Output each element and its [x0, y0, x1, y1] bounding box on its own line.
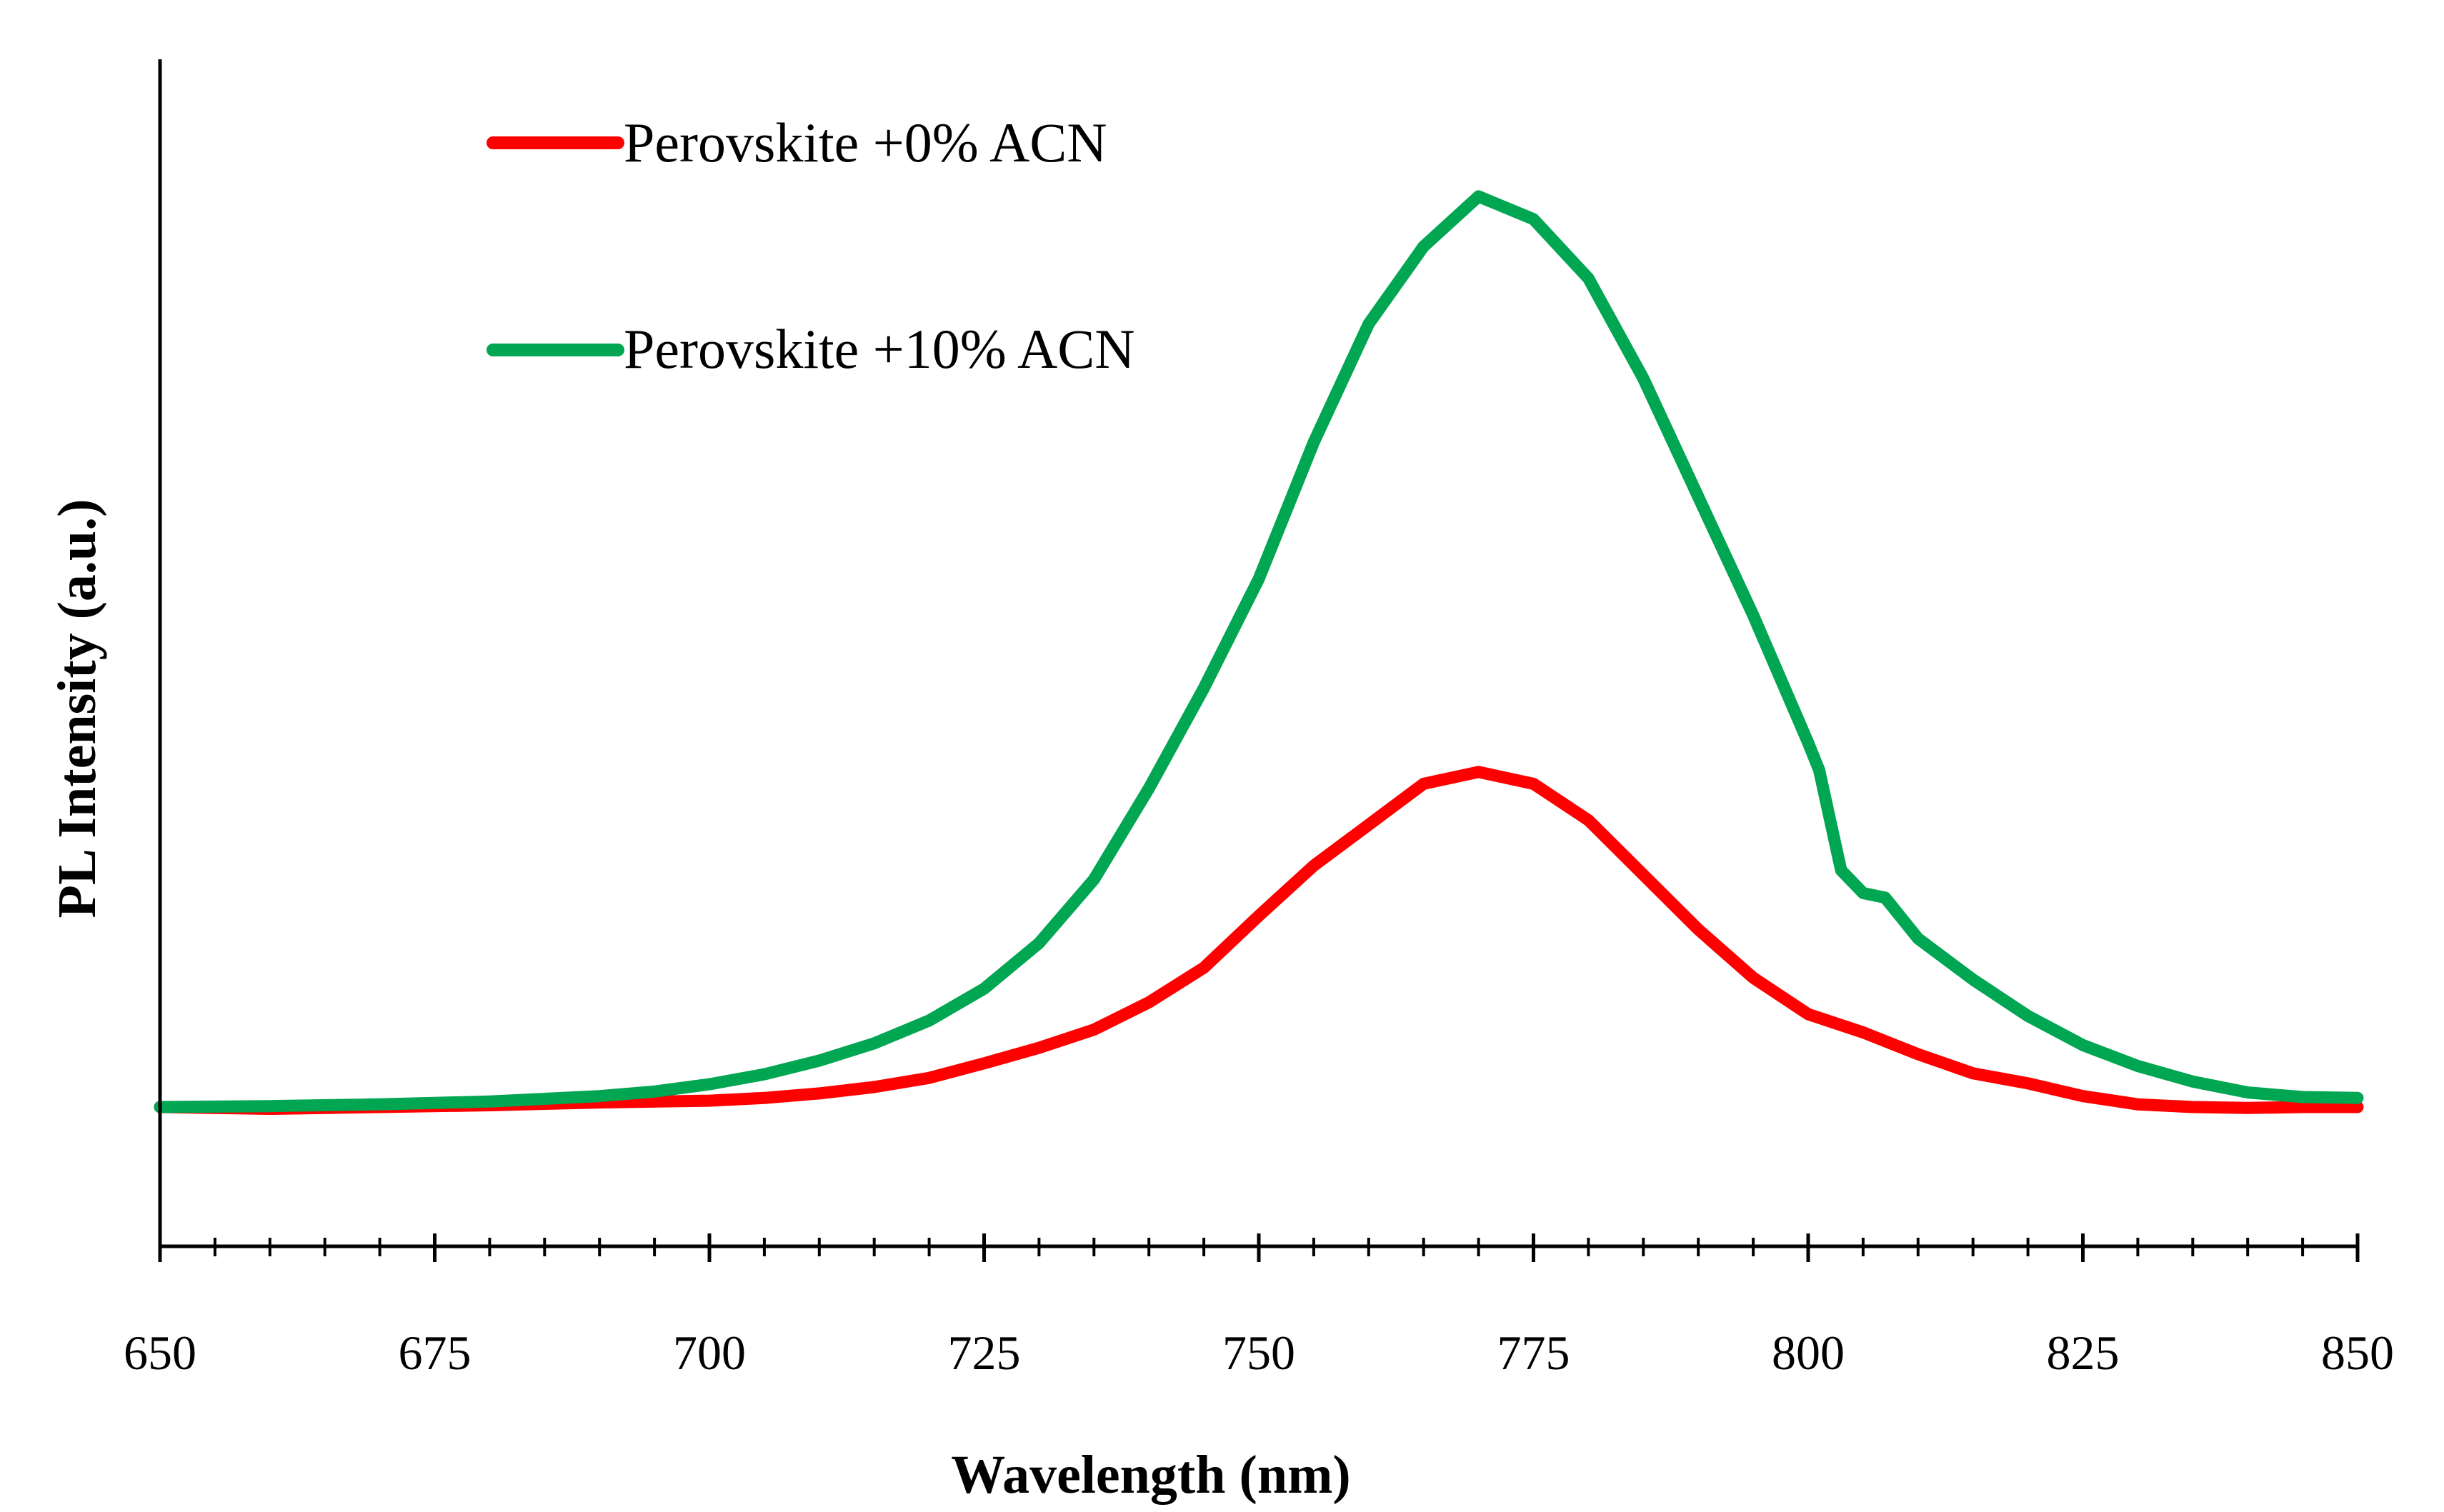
y-axis-title: PL Intensity (a.u.) — [47, 499, 107, 918]
x-axis-ticks — [158, 1233, 2360, 1262]
legend-label-series-0: Perovskite +0% ACN — [624, 111, 1107, 174]
x-tick-label-725: 725 — [948, 1326, 1021, 1380]
x-axis-tick-labels: 650 675 700 725 750 775 800 825 850 — [124, 1326, 2394, 1380]
x-tick-label-700: 700 — [673, 1326, 746, 1380]
series-layer — [154, 190, 2364, 1115]
x-axis-title: Wavelength (nm) — [951, 1445, 1350, 1505]
series-line-1 — [154, 190, 2364, 1113]
x-tick-label-775: 775 — [1497, 1326, 1570, 1380]
x-tick-label-750: 750 — [1222, 1326, 1295, 1380]
legend: Perovskite +0% ACN Perovskite +10% ACN — [487, 111, 1135, 380]
x-tick-label-800: 800 — [1772, 1326, 1845, 1380]
legend-label-series-1: Perovskite +10% ACN — [624, 318, 1135, 380]
x-tick-label-850: 850 — [2321, 1326, 2394, 1380]
x-tick-label-650: 650 — [124, 1326, 196, 1380]
series-line-0 — [154, 766, 2364, 1115]
x-tick-label-825: 825 — [2047, 1326, 2120, 1380]
x-tick-label-675: 675 — [399, 1326, 472, 1380]
